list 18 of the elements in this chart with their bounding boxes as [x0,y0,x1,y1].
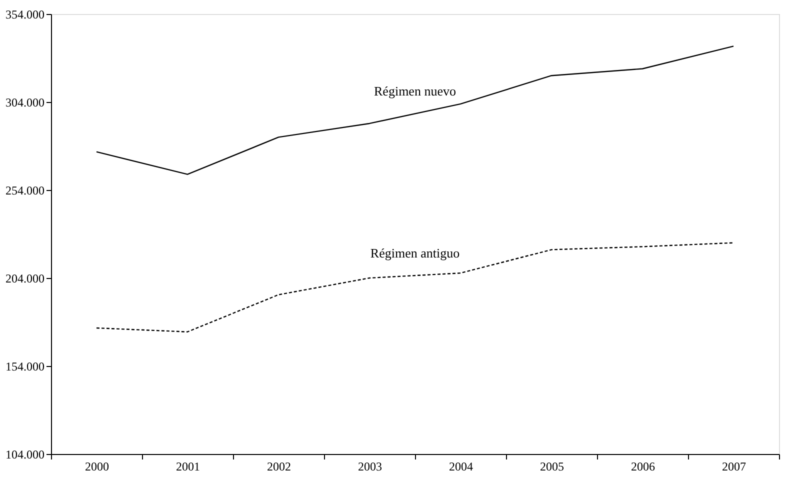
x-tick-label: 2004 [449,460,473,474]
y-tick-label: 254.000 [6,184,44,198]
x-tick-label: 2002 [267,460,291,474]
x-tick-label: 2006 [631,460,655,474]
y-tick-label: 104.000 [6,448,44,462]
y-tick-label: 204.000 [6,272,44,286]
line-series [96,242,734,332]
line-series [96,46,734,175]
x-tick-label: 2000 [85,460,109,474]
x-tick-label: 2007 [722,460,746,474]
x-tick-label: 2001 [176,460,200,474]
series-label: Régimen nuevo [374,84,456,99]
y-tick-label: 154.000 [6,360,44,374]
x-tick-label: 2003 [358,460,382,474]
series-label: Régimen antiguo [370,246,460,261]
x-tick-label: 2005 [540,460,564,474]
y-tick-label: 304.000 [6,96,44,110]
y-tick-label: 354.000 [6,8,44,22]
